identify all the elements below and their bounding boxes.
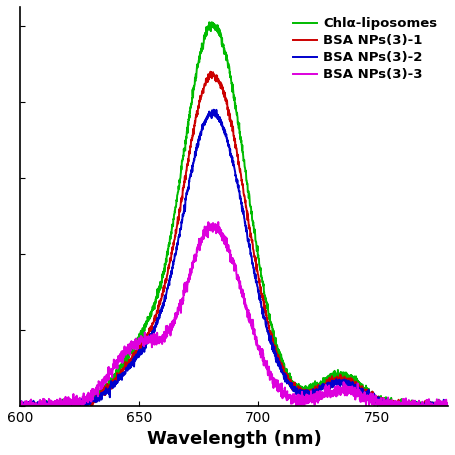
BSA NPs(3)-1 (194, 108, 200, 114)
Line: Chlα-liposomes: Chlα-liposomes (20, 22, 448, 406)
Legend: Chlα-liposomes, BSA NPs(3)-1, BSA NPs(3)-2, BSA NPs(3)-3: Chlα-liposomes, BSA NPs(3)-1, BSA NPs(3)… (289, 14, 441, 86)
BSA NPs(3)-2 (17, 400, 23, 405)
BSA NPs(3)-2 (109, 381, 115, 387)
BSA NPs(3)-3 (177, 297, 183, 303)
BSA NPs(3)-3 (194, 246, 200, 252)
BSA NPs(3)-2 (42, 403, 48, 408)
BSA NPs(3)-2 (211, 107, 217, 112)
BSA NPs(3)-3 (445, 402, 451, 408)
Chlα-liposomes (310, 385, 315, 390)
Chlα-liposomes (194, 67, 200, 72)
BSA NPs(3)-2 (18, 403, 23, 409)
BSA NPs(3)-1 (445, 401, 451, 407)
BSA NPs(3)-3 (109, 367, 114, 373)
BSA NPs(3)-1 (42, 403, 47, 409)
BSA NPs(3)-1 (310, 391, 315, 396)
BSA NPs(3)-2 (192, 149, 197, 155)
X-axis label: Wavelength (nm): Wavelength (nm) (147, 430, 322, 448)
BSA NPs(3)-3 (310, 397, 315, 402)
BSA NPs(3)-2 (194, 143, 200, 149)
Chlα-liposomes (445, 403, 451, 409)
BSA NPs(3)-2 (445, 401, 451, 407)
BSA NPs(3)-1 (109, 380, 114, 386)
BSA NPs(3)-1 (192, 120, 197, 126)
Chlα-liposomes (177, 176, 183, 182)
BSA NPs(3)-1 (207, 69, 213, 75)
BSA NPs(3)-1 (17, 403, 23, 409)
BSA NPs(3)-3 (216, 219, 221, 225)
Chlα-liposomes (192, 82, 197, 87)
BSA NPs(3)-3 (17, 403, 23, 409)
BSA NPs(3)-3 (42, 397, 47, 402)
Chlα-liposomes (209, 20, 215, 25)
Line: BSA NPs(3)-3: BSA NPs(3)-3 (20, 222, 448, 406)
Chlα-liposomes (17, 403, 23, 409)
Chlα-liposomes (109, 378, 114, 383)
BSA NPs(3)-3 (192, 252, 197, 257)
Chlα-liposomes (42, 403, 47, 409)
BSA NPs(3)-2 (178, 226, 183, 232)
Line: BSA NPs(3)-2: BSA NPs(3)-2 (20, 110, 448, 406)
BSA NPs(3)-2 (310, 390, 315, 395)
Line: BSA NPs(3)-1: BSA NPs(3)-1 (20, 72, 448, 406)
BSA NPs(3)-1 (177, 208, 183, 213)
